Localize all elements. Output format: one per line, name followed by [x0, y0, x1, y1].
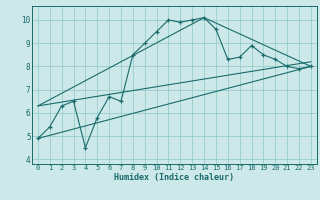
X-axis label: Humidex (Indice chaleur): Humidex (Indice chaleur) [115, 173, 234, 182]
